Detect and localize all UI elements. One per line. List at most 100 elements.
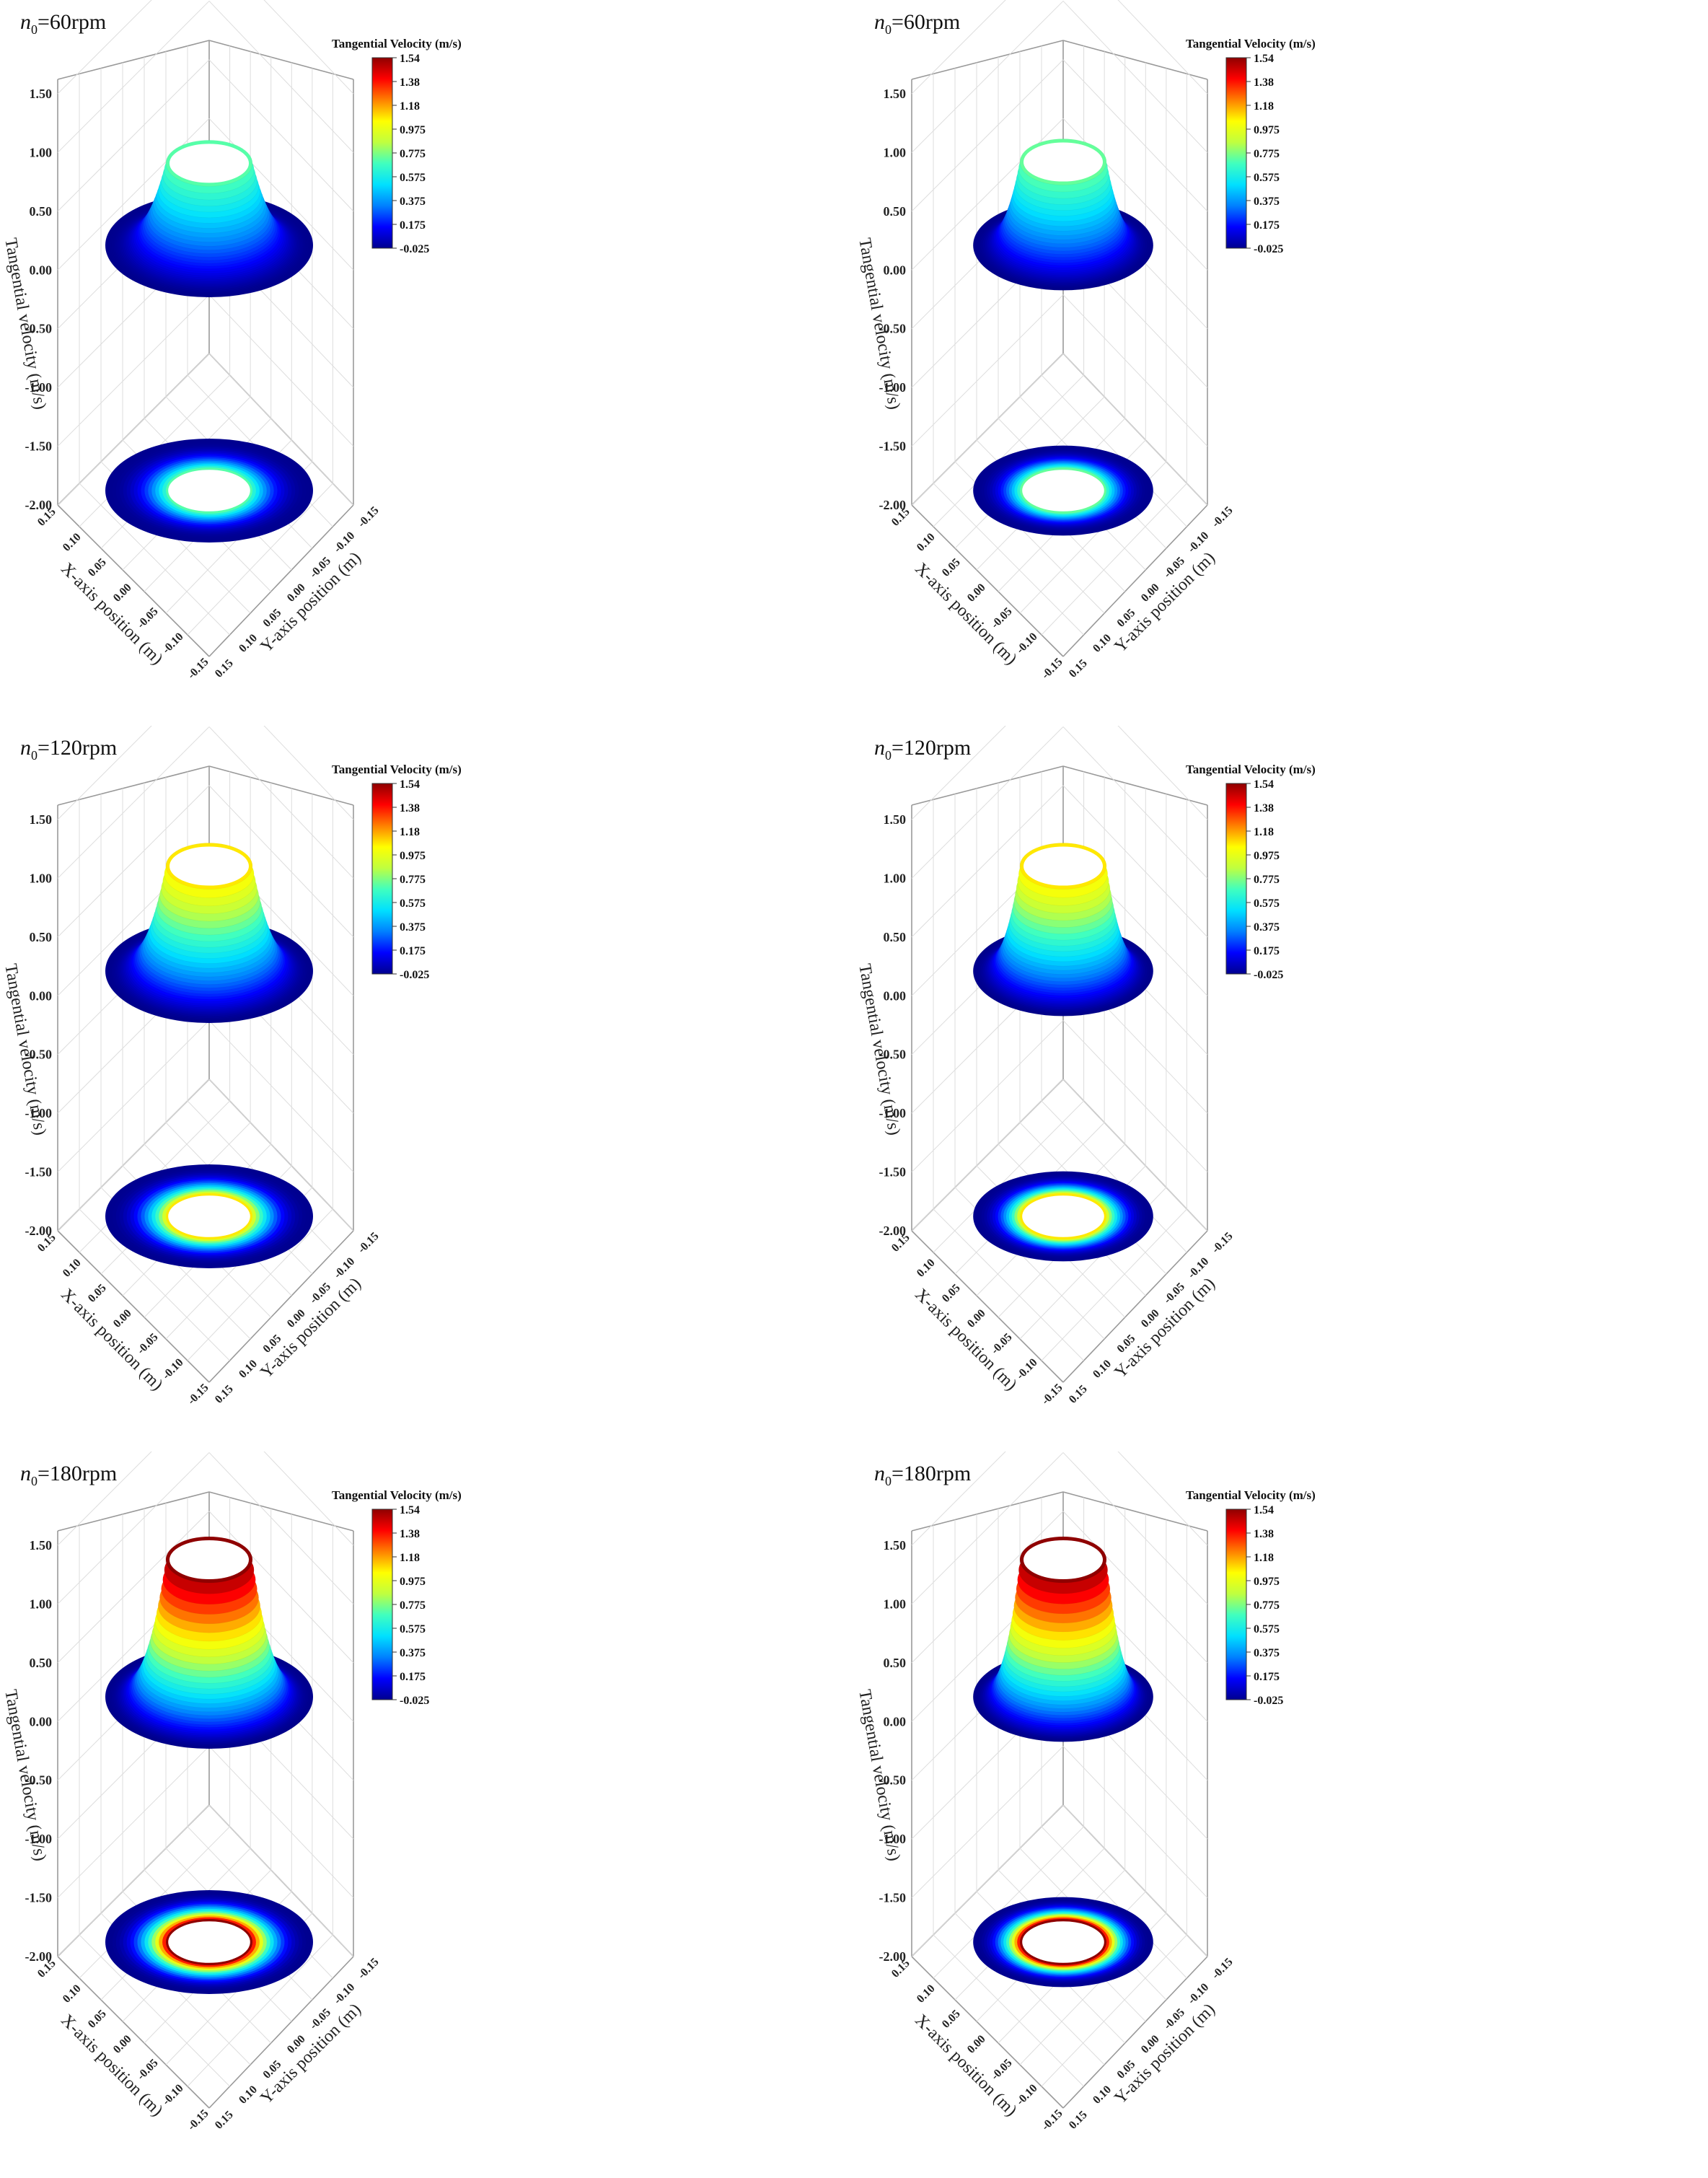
right-wall-top <box>208 1491 354 1532</box>
velocity-surface <box>105 1536 314 1749</box>
y-tick-label: -0.15 <box>1210 504 1236 530</box>
grid-line <box>1062 726 1208 879</box>
z-tick-label: 0.50 <box>30 204 53 219</box>
surface-plot: 1.50 1.00 0.50 0.00 -0.50 -1.00 -1.50 -2.00 Tang… <box>855 726 1316 1408</box>
colorbar-tick-label: 0.775 <box>1254 148 1280 160</box>
grid-line <box>57 1746 210 1898</box>
grid-line <box>911 1 1064 153</box>
grid-line <box>57 726 152 820</box>
y-tick-label: 0.10 <box>1091 1358 1114 1381</box>
grid-line <box>1062 1452 1208 1604</box>
y-axis-label: Y-axis position (m) <box>257 1274 364 1382</box>
colorbar-tick-label: 1.54 <box>400 1504 420 1516</box>
colorbar-tick-label: 0.975 <box>400 1576 426 1588</box>
colorbar-tick-label: 0.975 <box>1254 850 1280 862</box>
grid-line <box>911 726 1064 879</box>
colorbar-tick-label: 0.575 <box>1254 1623 1280 1635</box>
z-tick-label: 1.00 <box>30 145 53 159</box>
grid-line <box>933 483 1084 636</box>
x-tick-label: -0.15 <box>185 656 211 682</box>
grid-line <box>911 294 1064 447</box>
contour-hole <box>166 1193 252 1239</box>
colorbar-tick-label: 1.38 <box>1254 1528 1274 1540</box>
colorbar-tick-label: 0.975 <box>400 124 426 136</box>
grid-line <box>208 1511 354 1664</box>
grid-line <box>57 1511 210 1664</box>
colorbar-tick-label: 0.575 <box>1254 172 1280 184</box>
x-tick-label: 0.00 <box>111 2033 134 2056</box>
floor-front-right <box>208 1230 354 1383</box>
x-tick-label: 0.05 <box>940 556 963 579</box>
colorbar-tick-label: 0.775 <box>400 874 426 886</box>
colorbar-tick-label: 0.175 <box>1254 219 1280 232</box>
y-axis-label: Y-axis position (m) <box>257 548 364 656</box>
colorbar-tick-label: -0.025 <box>400 243 429 255</box>
grid-line <box>208 785 354 938</box>
y-tick-label: -0.15 <box>1210 1230 1236 1256</box>
y-tick-label: -0.15 <box>1210 1956 1236 1982</box>
colorbar: Tangential Velocity (m/s) 1.54 1.38 1.18 0.9… <box>332 37 462 255</box>
grid-line <box>911 0 1006 95</box>
x-tick-label: 0.10 <box>915 531 938 554</box>
z-tick-label: -0.50 <box>25 322 53 336</box>
z-tick-label: -2.00 <box>879 1224 907 1238</box>
x-tick-label: -0.15 <box>185 2107 211 2133</box>
colorbar-tick-label: 1.54 <box>1254 1504 1274 1516</box>
grid-line <box>263 726 354 820</box>
grid-line <box>187 1934 333 2087</box>
colorbar-tick-label: -0.025 <box>400 969 429 981</box>
colorbar-title: Tangential Velocity (m/s) <box>1186 37 1316 51</box>
y-tick-label: 0.15 <box>1067 1383 1090 1406</box>
colorbar-tick-label: -0.025 <box>400 1695 429 1707</box>
contour-projection <box>105 1890 313 1994</box>
grid-line <box>1062 1746 1208 1898</box>
colorbar-gradient <box>1225 57 1247 249</box>
grid-line <box>57 1452 152 1546</box>
grid-line <box>187 1208 333 1361</box>
panel-120rpm-wide: 1.50 1.00 0.50 0.00 -0.50 -1.00 -1.50 -2.00 Tang… <box>0 726 854 1452</box>
x-tick-label: 0.10 <box>915 1257 938 1280</box>
z-tick-label: -1.00 <box>879 380 907 395</box>
surface-plot: 1.50 1.00 0.50 0.00 -0.50 -1.00 -1.50 -2.00 Tang… <box>1 726 462 1408</box>
y-tick-label: 0.15 <box>213 1383 236 1406</box>
x-tick-label: 0.05 <box>940 1282 963 1305</box>
colorbar-tick-label: 0.175 <box>400 945 426 957</box>
y-axis-label: Y-axis position (m) <box>1111 548 1218 656</box>
colorbar-tick-label: 1.18 <box>400 826 420 838</box>
grid-line <box>911 1452 1064 1604</box>
grid-line <box>57 1079 210 1231</box>
z-tick-label: 0.00 <box>884 263 907 277</box>
grid-line <box>187 483 333 636</box>
z-tick-label: 1.00 <box>884 145 907 159</box>
contour-projection <box>973 445 1153 536</box>
speed-label: n0=120rpm <box>20 736 118 763</box>
z-tick-label: 1.50 <box>30 87 53 101</box>
colorbar: Tangential Velocity (m/s) 1.54 1.38 1.18 0.9… <box>1186 1488 1316 1707</box>
colorbar-title: Tangential Velocity (m/s) <box>332 763 462 776</box>
z-ticks: 1.50 1.00 0.50 0.00 -0.50 -1.00 -1.50 -2.00 <box>25 812 53 1238</box>
grid-lines <box>911 726 1208 1361</box>
y-tick-label: 0.10 <box>1091 2083 1114 2107</box>
y-tick-label: 0.10 <box>1091 632 1114 655</box>
z-tick-label: -1.50 <box>25 1891 53 1905</box>
grid-line <box>208 1020 354 1172</box>
colorbar-tick-label: -0.025 <box>1254 1695 1283 1707</box>
z-tick-label: 1.00 <box>30 871 53 885</box>
z-tick-label: -1.50 <box>879 1891 907 1905</box>
colorbar-tick-label: 0.575 <box>400 172 426 184</box>
z-ticks: 1.50 1.00 0.50 0.00 -0.50 -1.00 -1.50 -2.00 <box>879 87 907 512</box>
z-tick-label: -2.00 <box>879 1949 907 1964</box>
left-wall-top <box>911 40 1064 80</box>
floor-front-right <box>1062 504 1208 657</box>
x-tick-label: 0.00 <box>965 581 988 605</box>
panel-60rpm-wide: 1.50 1.00 0.50 0.00 -0.50 -1.00 -1.50 -2.00 Tang… <box>0 0 854 726</box>
x-tick-label: 0.00 <box>965 1307 988 1330</box>
floor-front-left <box>911 1956 1064 2109</box>
colorbar-tick-label: 0.175 <box>400 1671 426 1683</box>
z-ticks: 1.50 1.00 0.50 0.00 -0.50 -1.00 -1.50 -2.00 <box>25 87 53 512</box>
grid-line <box>911 726 1006 820</box>
colorbar-gradient <box>371 783 393 975</box>
colorbar-tick-label: -0.025 <box>1254 969 1283 981</box>
y-tick-label: 0.10 <box>237 632 260 655</box>
floor-front-left <box>57 1956 210 2109</box>
